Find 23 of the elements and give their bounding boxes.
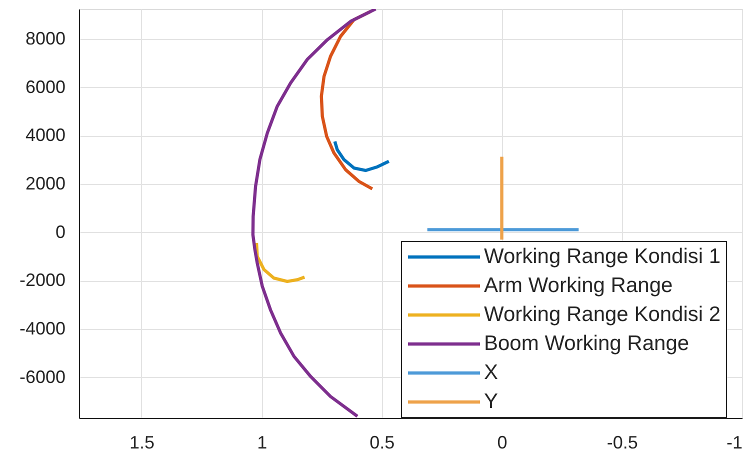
y-tick-label: 2000 (25, 174, 66, 194)
x-tick-label: -0.5 (606, 432, 638, 452)
y-tick-label: 4000 (25, 125, 66, 146)
legend-label: Arm Working Range (484, 274, 673, 297)
x-tick-label: 0.5 (370, 432, 395, 452)
legend-label: Boom Working Range (484, 332, 690, 355)
x-tick-label: 1.5 (129, 432, 154, 452)
y-tick-label: 0 (55, 222, 66, 242)
y-tick-label: 6000 (25, 76, 66, 97)
x-tick-label: -1 (726, 432, 742, 452)
line-series (333, 140, 390, 172)
line-series (254, 241, 306, 284)
x-tick-label: 0 (497, 432, 508, 452)
y-tick-label: -6000 (19, 366, 66, 387)
line-series (251, 9, 378, 418)
legend-label: Y (484, 390, 498, 413)
legend-label: Working Range Kondisi 2 (484, 303, 721, 326)
legend-label: X (484, 361, 498, 384)
y-tick-label: -4000 (19, 318, 66, 339)
legend-label: Working Range Kondisi 1 (484, 245, 721, 268)
y-tick-label: 8000 (25, 28, 66, 48)
x-tick-label: 1 (257, 432, 268, 452)
y-tick-label: -2000 (19, 270, 66, 290)
